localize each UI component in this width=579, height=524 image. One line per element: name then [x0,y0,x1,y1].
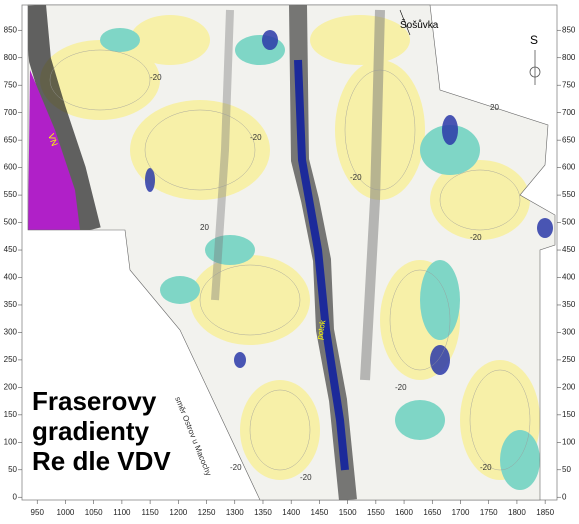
y-tick-label: 650 [4,135,18,144]
title-line: Re dle VDV [32,446,171,476]
area-outline [27,4,556,501]
contour-label: 20 [200,223,209,232]
y-tick-label: 550 [4,190,18,199]
y-tick-label: 0 [13,492,18,501]
x-tick-label: 1850 [536,508,554,517]
y-tick-label: 800 [4,53,18,62]
y-tick-label-right: 850 [562,25,576,34]
contour-labels: -20 -20 -20 -20 -20 -20 -20 -20 20 20 [150,73,499,482]
contour-label: 20 [490,103,499,112]
x-tick-label: 1100 [113,508,131,517]
contour-label: -20 [470,233,482,242]
y-tick-label-right: 650 [562,135,576,144]
x-tick-label: 1200 [169,508,187,517]
y-tick-label-right: 750 [562,80,576,89]
y-tick-label: 350 [4,300,18,309]
x-tick-label: 1150 [142,508,160,517]
x-tick-label: 1000 [57,508,75,517]
y-tick-label: 400 [4,273,18,282]
y-tick-label: 50 [8,465,17,474]
feature-label: VN [46,132,60,147]
y-tick-label-right: 500 [562,218,576,227]
x-tick-label: 1800 [508,508,526,517]
y-tick-label: 750 [4,80,18,89]
contour-label: -20 [250,133,262,142]
axis-ticks: 950 1000 1050 1100 1150 1200 1250 1300 1350 1400 1… [4,25,576,517]
y-tick-label-right: 450 [562,245,576,254]
place-pointer [399,9,411,36]
y-tick-label-right: 350 [562,300,576,309]
x-tick-label: 1700 [452,508,470,517]
y-tick-label: 250 [4,355,18,364]
x-tick-label: 1350 [254,508,272,517]
y-tick-label-right: 100 [562,437,576,446]
y-tick-label-right: 550 [562,190,576,199]
contour-label: -20 [480,463,492,472]
title-line: gradienty [32,416,150,446]
contour-label: -20 [230,463,242,472]
x-tick-label: 1500 [339,508,357,517]
y-tick-label-right: 600 [562,163,576,172]
y-tick-label-right: 0 [562,492,567,501]
title-line: Fraserovy [32,386,157,416]
x-tick-label: 1750 [480,508,498,517]
contour-label: -20 [150,73,162,82]
contour-label: -20 [395,383,407,392]
y-tick-label: 150 [4,410,18,419]
x-tick-label: 950 [31,508,45,517]
y-tick-label: 500 [4,218,18,227]
place-label: Šošůvka [400,18,439,31]
x-tick-label: 1450 [311,508,329,517]
y-tick-label-right: 700 [562,108,576,117]
contour-label: -20 [350,173,362,182]
x-tick-label: 1600 [395,508,413,517]
x-tick-label: 1300 [226,508,244,517]
x-tick-label: 1250 [198,508,216,517]
x-tick-label: 1050 [85,508,103,517]
x-tick-label: 1400 [282,508,300,517]
y-tick-label: 200 [4,382,18,391]
y-tick-label-right: 200 [562,382,576,391]
y-tick-label-right: 300 [562,328,576,337]
y-tick-label-right: 50 [562,465,571,474]
y-tick-label-right: 400 [562,273,576,282]
y-tick-label-right: 250 [562,355,576,364]
north-arrow-circle [529,66,541,78]
y-tick-label: 100 [4,437,18,446]
x-tick-label: 1650 [423,508,441,517]
y-tick-label: 850 [4,25,18,34]
feature-label: potok [315,319,327,341]
y-tick-label: 300 [4,328,18,337]
y-tick-label: 600 [4,163,18,172]
y-tick-label: 450 [4,245,18,254]
y-tick-label-right: 150 [562,410,576,419]
contour-label: -20 [300,473,312,482]
y-tick-label: 700 [4,108,18,117]
x-tick-label: 1550 [367,508,385,517]
north-label: S [530,33,538,47]
y-tick-label-right: 800 [562,53,576,62]
